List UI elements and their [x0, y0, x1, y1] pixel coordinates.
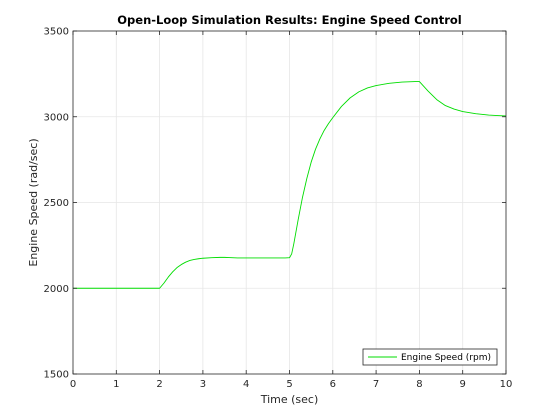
x-tick-label: 4 — [243, 379, 249, 390]
series-lines — [73, 81, 507, 289]
series-line-engine-speed — [73, 81, 507, 289]
legend-box — [362, 348, 498, 366]
x-tick-label: 0 — [70, 379, 76, 390]
chart-title: Open-Loop Simulation Results: Engine Spe… — [117, 13, 461, 27]
grid-lines — [73, 31, 506, 374]
x-tick-label: 8 — [416, 379, 422, 390]
x-tick-label: 6 — [330, 379, 336, 390]
y-tick-label: 2500 — [44, 198, 69, 209]
y-tick-label: 2000 — [44, 284, 69, 295]
x-tick-label: 5 — [286, 379, 292, 390]
x-tick-labels: 0 1 2 3 4 5 6 7 8 9 10 — [70, 379, 513, 390]
y-tick-labels: 1500 2000 2500 3000 3500 — [44, 27, 69, 381]
x-tick-label: 10 — [500, 379, 513, 390]
legend-label: Engine Speed (rpm) — [401, 353, 491, 363]
y-axis-label: Engine Speed (rad/sec) — [27, 138, 40, 266]
x-tick-label: 7 — [373, 379, 379, 390]
y-tick-label: 3000 — [44, 112, 69, 123]
y-tick-label: 1500 — [44, 370, 69, 381]
x-tick-label: 3 — [200, 379, 206, 390]
x-axis-label: Time (sec) — [260, 393, 319, 406]
x-tick-label: 2 — [156, 379, 162, 390]
x-tick-label: 9 — [460, 379, 466, 390]
legend: Engine Speed (rpm) — [362, 348, 498, 366]
y-tick-label: 3500 — [44, 27, 69, 38]
tick-marks — [72, 30, 507, 375]
x-tick-label: 1 — [113, 379, 119, 390]
